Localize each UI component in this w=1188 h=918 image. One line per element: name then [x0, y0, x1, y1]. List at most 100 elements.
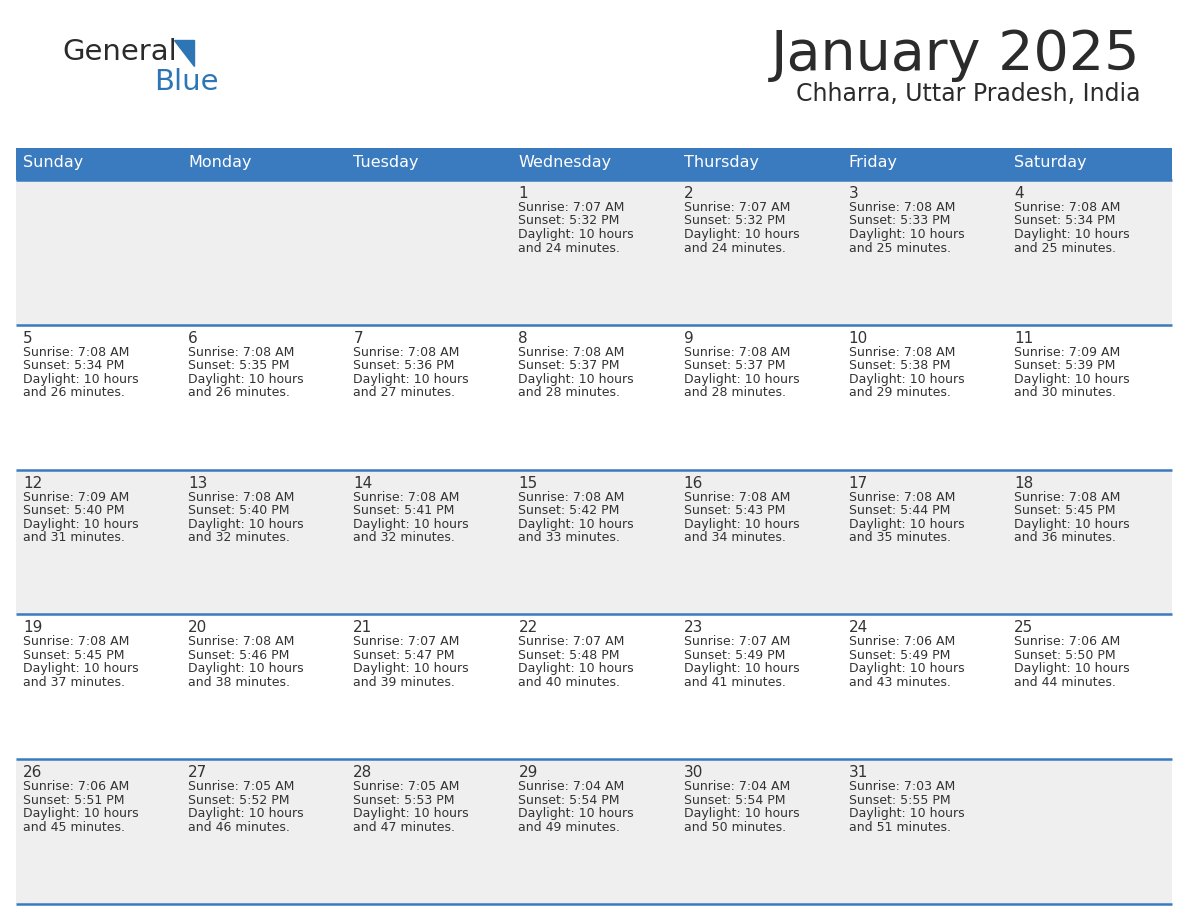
Text: Sunrise: 7:08 AM: Sunrise: 7:08 AM [353, 346, 460, 359]
Text: Daylight: 10 hours: Daylight: 10 hours [1013, 228, 1130, 241]
Text: Daylight: 10 hours: Daylight: 10 hours [683, 518, 800, 531]
Text: and 44 minutes.: and 44 minutes. [1013, 676, 1116, 688]
Text: and 43 minutes.: and 43 minutes. [848, 676, 950, 688]
Text: 9: 9 [683, 330, 694, 346]
Text: Sunrise: 7:07 AM: Sunrise: 7:07 AM [683, 635, 790, 648]
Bar [15, 759, 1173, 904]
Text: 23: 23 [683, 621, 703, 635]
Text: Daylight: 10 hours: Daylight: 10 hours [848, 373, 965, 386]
Text: Sunset: 5:49 PM: Sunset: 5:49 PM [683, 649, 785, 662]
Text: 31: 31 [848, 766, 868, 780]
Text: 1: 1 [518, 186, 527, 201]
Text: Thursday: Thursday [683, 155, 759, 170]
Text: Sunrise: 7:08 AM: Sunrise: 7:08 AM [518, 346, 625, 359]
Text: and 33 minutes.: and 33 minutes. [518, 532, 620, 544]
Text: 13: 13 [188, 476, 208, 490]
Text: 5: 5 [23, 330, 32, 346]
Text: Sunset: 5:43 PM: Sunset: 5:43 PM [683, 504, 785, 517]
Bar [15, 470, 1173, 614]
Text: Sunset: 5:45 PM: Sunset: 5:45 PM [23, 649, 125, 662]
Text: General: General [62, 38, 177, 66]
Text: Sunrise: 7:07 AM: Sunrise: 7:07 AM [683, 201, 790, 214]
Text: and 51 minutes.: and 51 minutes. [848, 821, 950, 834]
Text: Sunset: 5:37 PM: Sunset: 5:37 PM [683, 359, 785, 373]
Text: Daylight: 10 hours: Daylight: 10 hours [353, 663, 469, 676]
Text: Daylight: 10 hours: Daylight: 10 hours [188, 518, 304, 531]
Text: Sunset: 5:48 PM: Sunset: 5:48 PM [518, 649, 620, 662]
Text: Daylight: 10 hours: Daylight: 10 hours [23, 807, 139, 820]
Text: and 25 minutes.: and 25 minutes. [848, 241, 950, 254]
Text: 3: 3 [848, 186, 859, 201]
Text: Blue: Blue [154, 68, 219, 96]
Text: Sunset: 5:33 PM: Sunset: 5:33 PM [848, 215, 950, 228]
Polygon shape [173, 40, 194, 66]
Text: Sunset: 5:55 PM: Sunset: 5:55 PM [848, 794, 950, 807]
Text: and 28 minutes.: and 28 minutes. [518, 386, 620, 399]
Text: and 30 minutes.: and 30 minutes. [1013, 386, 1116, 399]
Text: Sunrise: 7:08 AM: Sunrise: 7:08 AM [848, 346, 955, 359]
Text: Sunset: 5:35 PM: Sunset: 5:35 PM [188, 359, 290, 373]
Text: 16: 16 [683, 476, 703, 490]
Text: Daylight: 10 hours: Daylight: 10 hours [683, 807, 800, 820]
Text: Daylight: 10 hours: Daylight: 10 hours [188, 373, 304, 386]
Text: 14: 14 [353, 476, 373, 490]
Text: 4: 4 [1013, 186, 1024, 201]
Text: Sunset: 5:52 PM: Sunset: 5:52 PM [188, 794, 290, 807]
Text: Sunset: 5:41 PM: Sunset: 5:41 PM [353, 504, 455, 517]
Text: Sunset: 5:44 PM: Sunset: 5:44 PM [848, 504, 950, 517]
Text: Daylight: 10 hours: Daylight: 10 hours [23, 373, 139, 386]
Text: Sunset: 5:42 PM: Sunset: 5:42 PM [518, 504, 620, 517]
Text: Sunrise: 7:03 AM: Sunrise: 7:03 AM [848, 780, 955, 793]
Text: Daylight: 10 hours: Daylight: 10 hours [518, 807, 634, 820]
Text: Sunset: 5:32 PM: Sunset: 5:32 PM [683, 215, 785, 228]
Text: Sunrise: 7:08 AM: Sunrise: 7:08 AM [23, 635, 129, 648]
Text: Sunrise: 7:06 AM: Sunrise: 7:06 AM [23, 780, 129, 793]
Text: Sunset: 5:40 PM: Sunset: 5:40 PM [23, 504, 125, 517]
Text: and 24 minutes.: and 24 minutes. [518, 241, 620, 254]
Text: Daylight: 10 hours: Daylight: 10 hours [1013, 373, 1130, 386]
Text: 6: 6 [188, 330, 198, 346]
Text: Sunset: 5:49 PM: Sunset: 5:49 PM [848, 649, 950, 662]
Text: Daylight: 10 hours: Daylight: 10 hours [518, 373, 634, 386]
Text: Sunset: 5:54 PM: Sunset: 5:54 PM [683, 794, 785, 807]
Text: Sunrise: 7:08 AM: Sunrise: 7:08 AM [188, 635, 295, 648]
Text: January 2025: January 2025 [771, 28, 1140, 82]
Text: Sunset: 5:34 PM: Sunset: 5:34 PM [1013, 215, 1116, 228]
Text: 20: 20 [188, 621, 208, 635]
Text: and 36 minutes.: and 36 minutes. [1013, 532, 1116, 544]
Text: and 38 minutes.: and 38 minutes. [188, 676, 290, 688]
Text: Daylight: 10 hours: Daylight: 10 hours [683, 228, 800, 241]
Text: and 27 minutes.: and 27 minutes. [353, 386, 455, 399]
Text: and 35 minutes.: and 35 minutes. [848, 532, 950, 544]
Text: 7: 7 [353, 330, 362, 346]
Bar [15, 148, 1173, 180]
Text: Daylight: 10 hours: Daylight: 10 hours [848, 807, 965, 820]
Text: and 45 minutes.: and 45 minutes. [23, 821, 125, 834]
Text: Daylight: 10 hours: Daylight: 10 hours [1013, 663, 1130, 676]
Text: Sunrise: 7:08 AM: Sunrise: 7:08 AM [848, 201, 955, 214]
Text: and 31 minutes.: and 31 minutes. [23, 532, 125, 544]
Text: Daylight: 10 hours: Daylight: 10 hours [353, 518, 469, 531]
Text: Sunset: 5:38 PM: Sunset: 5:38 PM [848, 359, 950, 373]
Text: Sunrise: 7:09 AM: Sunrise: 7:09 AM [23, 490, 129, 504]
Text: and 40 minutes.: and 40 minutes. [518, 676, 620, 688]
Text: 11: 11 [1013, 330, 1034, 346]
Text: 28: 28 [353, 766, 373, 780]
Text: Daylight: 10 hours: Daylight: 10 hours [683, 373, 800, 386]
Text: and 50 minutes.: and 50 minutes. [683, 821, 785, 834]
Text: Sunrise: 7:08 AM: Sunrise: 7:08 AM [518, 490, 625, 504]
Text: Sunrise: 7:07 AM: Sunrise: 7:07 AM [518, 201, 625, 214]
Text: and 25 minutes.: and 25 minutes. [1013, 241, 1116, 254]
Text: 10: 10 [848, 330, 868, 346]
Text: Sunrise: 7:08 AM: Sunrise: 7:08 AM [188, 490, 295, 504]
Text: Daylight: 10 hours: Daylight: 10 hours [188, 663, 304, 676]
Text: Monday: Monday [188, 155, 252, 170]
Text: Chharra, Uttar Pradesh, India: Chharra, Uttar Pradesh, India [796, 82, 1140, 106]
Text: and 47 minutes.: and 47 minutes. [353, 821, 455, 834]
Text: Daylight: 10 hours: Daylight: 10 hours [848, 518, 965, 531]
Text: Sunset: 5:39 PM: Sunset: 5:39 PM [1013, 359, 1116, 373]
Text: Saturday: Saturday [1013, 155, 1087, 170]
Text: Sunrise: 7:08 AM: Sunrise: 7:08 AM [1013, 201, 1120, 214]
Text: Daylight: 10 hours: Daylight: 10 hours [518, 663, 634, 676]
Text: and 29 minutes.: and 29 minutes. [848, 386, 950, 399]
